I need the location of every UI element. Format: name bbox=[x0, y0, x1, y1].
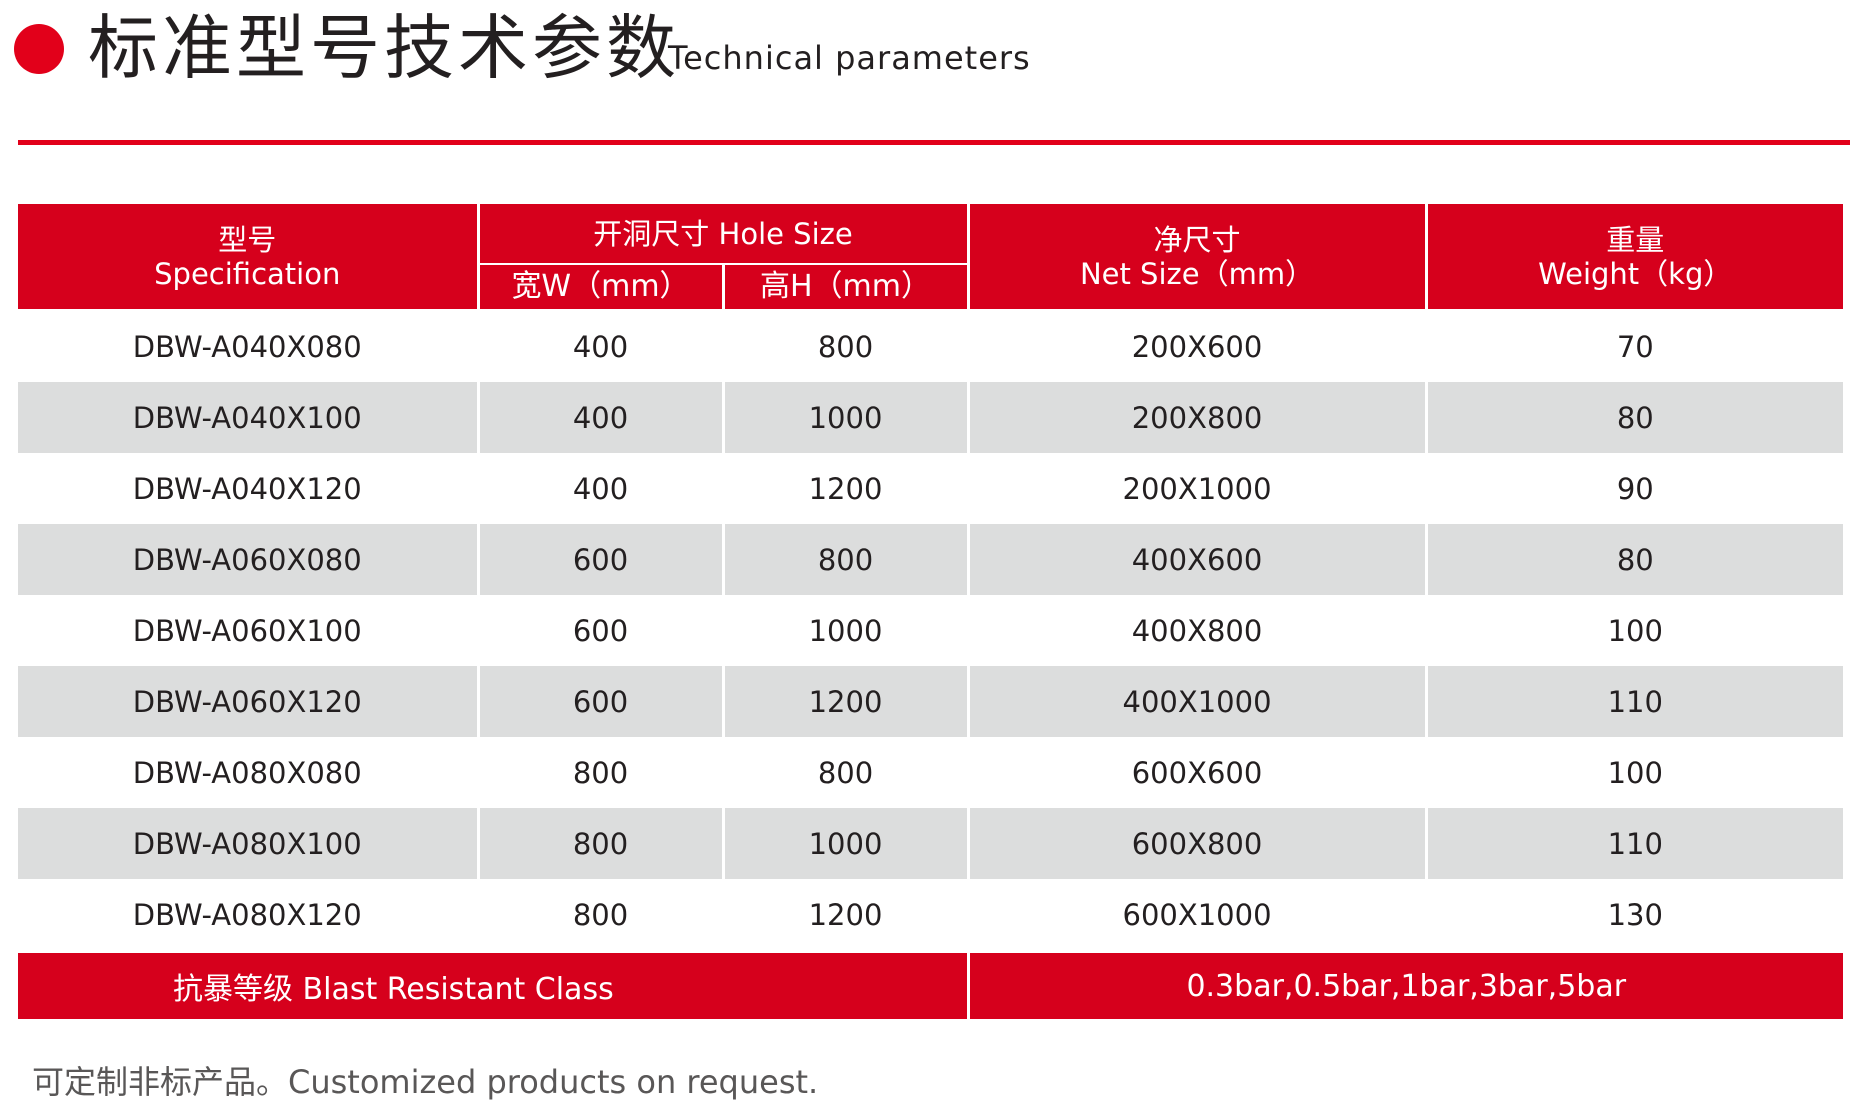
header-height: 高H（mm） bbox=[721, 264, 969, 311]
cell-weight: 70 bbox=[1424, 310, 1844, 382]
cell-net-size: 600X600 bbox=[966, 737, 1427, 808]
cell-width: 600 bbox=[476, 595, 723, 666]
page-subtitle: Technical parameters bbox=[668, 39, 1031, 77]
cell-width: 400 bbox=[476, 453, 723, 524]
title-divider bbox=[18, 140, 1850, 145]
cell-width: 800 bbox=[476, 879, 723, 952]
cell-spec: DBW-A060X080 bbox=[18, 524, 478, 595]
cell-spec: DBW-A060X100 bbox=[18, 595, 478, 666]
cell-height: 1000 bbox=[721, 808, 969, 879]
custom-order-note: 可定制非标产品。Customized products on request. bbox=[32, 1063, 819, 1101]
cell-width: 800 bbox=[476, 737, 723, 808]
header-width: 宽W（mm） bbox=[476, 264, 723, 311]
cell-height: 1000 bbox=[721, 382, 969, 453]
table-row: DBW-A060X100 600 1000 400X800 100 bbox=[18, 595, 1844, 666]
table-row: DBW-A080X080 800 800 600X600 100 bbox=[18, 737, 1844, 808]
blast-class-label: 抗暴等级 Blast Resistant Class bbox=[18, 950, 969, 1019]
cell-weight: 80 bbox=[1424, 524, 1844, 595]
cell-width: 400 bbox=[476, 310, 723, 382]
blast-class-row: 抗暴等级 Blast Resistant Class 0.3bar,0.5bar… bbox=[18, 950, 1844, 1019]
header-specification: 型号 Specification bbox=[18, 204, 478, 311]
cell-net-size: 400X600 bbox=[966, 524, 1427, 595]
cell-net-size: 200X600 bbox=[966, 310, 1427, 382]
cell-width: 600 bbox=[476, 524, 723, 595]
cell-net-size: 600X800 bbox=[966, 808, 1427, 879]
cell-height: 1200 bbox=[721, 879, 969, 952]
table-header: 型号 Specification 开洞尺寸 Hole Size 净尺寸 Net … bbox=[18, 204, 1844, 311]
cell-width: 400 bbox=[476, 382, 723, 453]
table-row: DBW-A060X120 600 1200 400X1000 110 bbox=[18, 666, 1844, 737]
cell-spec: DBW-A080X100 bbox=[18, 808, 478, 879]
cell-height: 800 bbox=[721, 310, 969, 382]
cell-spec: DBW-A060X120 bbox=[18, 666, 478, 737]
cell-height: 1000 bbox=[721, 595, 969, 666]
table-row: DBW-A060X080 600 800 400X600 80 bbox=[18, 524, 1844, 595]
cell-weight: 100 bbox=[1424, 595, 1844, 666]
cell-spec: DBW-A080X120 bbox=[18, 879, 478, 952]
cell-height: 800 bbox=[721, 524, 969, 595]
cell-weight: 130 bbox=[1424, 879, 1844, 952]
cell-weight: 80 bbox=[1424, 382, 1844, 453]
cell-spec: DBW-A040X100 bbox=[18, 382, 478, 453]
header-hole-size: 开洞尺寸 Hole Size bbox=[476, 204, 969, 265]
table-row: DBW-A040X080 400 800 200X600 70 bbox=[18, 310, 1844, 382]
cell-spec: DBW-A080X080 bbox=[18, 737, 478, 808]
table-row: DBW-A080X120 800 1200 600X1000 130 bbox=[18, 879, 1844, 952]
cell-height: 1200 bbox=[721, 666, 969, 737]
cell-spec: DBW-A040X080 bbox=[18, 310, 478, 382]
cell-net-size: 200X1000 bbox=[966, 453, 1427, 524]
cell-width: 600 bbox=[476, 666, 723, 737]
cell-spec: DBW-A040X120 bbox=[18, 453, 478, 524]
cell-weight: 110 bbox=[1424, 666, 1844, 737]
header-net-size: 净尺寸 Net Size（mm） bbox=[966, 204, 1427, 311]
cell-height: 800 bbox=[721, 737, 969, 808]
cell-weight: 90 bbox=[1424, 453, 1844, 524]
page-title: 标准型号技术参数 bbox=[88, 7, 680, 89]
title-bullet-dot bbox=[14, 24, 64, 74]
table-row: DBW-A080X100 800 1000 600X800 110 bbox=[18, 808, 1844, 879]
cell-net-size: 600X1000 bbox=[966, 879, 1427, 952]
table-row: DBW-A040X100 400 1000 200X800 80 bbox=[18, 382, 1844, 453]
cell-width: 800 bbox=[476, 808, 723, 879]
spec-table: 型号 Specification 开洞尺寸 Hole Size 净尺寸 Net … bbox=[18, 204, 1844, 1019]
cell-height: 1200 bbox=[721, 453, 969, 524]
blast-class-value: 0.3bar,0.5bar,1bar,3bar,5bar bbox=[966, 950, 1844, 1019]
cell-weight: 110 bbox=[1424, 808, 1844, 879]
cell-weight: 100 bbox=[1424, 737, 1844, 808]
cell-net-size: 400X1000 bbox=[966, 666, 1427, 737]
cell-net-size: 200X800 bbox=[966, 382, 1427, 453]
table-row: DBW-A040X120 400 1200 200X1000 90 bbox=[18, 453, 1844, 524]
cell-net-size: 400X800 bbox=[966, 595, 1427, 666]
header-weight: 重量 Weight（kg） bbox=[1424, 204, 1844, 311]
